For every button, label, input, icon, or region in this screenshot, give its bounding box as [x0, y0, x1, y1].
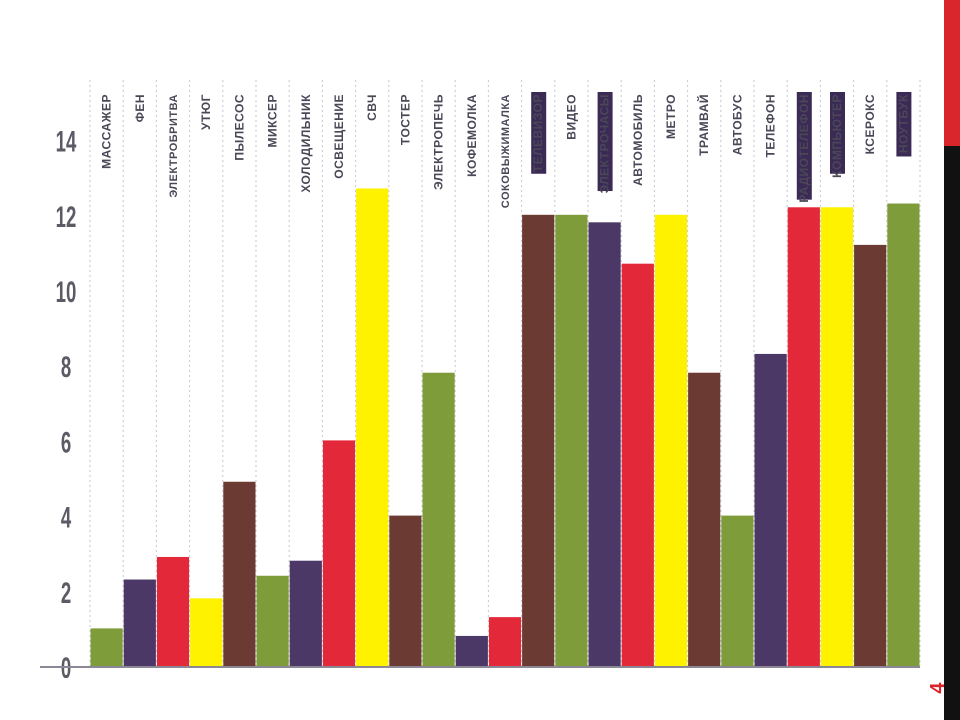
bar	[256, 575, 289, 666]
category-label-group: МЕТРО	[664, 94, 678, 139]
bar	[754, 353, 787, 666]
category-label: МИКСЕР	[266, 94, 280, 147]
bar	[356, 188, 389, 667]
category-label-group: СОКОВЫЖИМАЛКА	[500, 94, 512, 208]
category-label-group: ТРАМВАЙ	[696, 94, 711, 156]
bar	[190, 598, 223, 666]
category-label: КСЕРОКС	[863, 94, 877, 154]
category-label-group: ПЫЛЕСОС	[232, 94, 246, 161]
bar	[389, 515, 422, 666]
category-labels: МАССАЖЕР ФЕН ЭЛЕКТРОБРИТВА УТЮГ ПЫЛЕСОС МИКСЕ…	[100, 91, 912, 208]
category-label-group: МИКСЕР	[266, 94, 280, 147]
bar	[488, 617, 522, 666]
category-label-group: КСЕРОКС	[863, 94, 877, 154]
category-label-group: УТЮГ	[199, 94, 213, 130]
chart-panel: МАССАЖЕР ФЕН ЭЛЕКТРОБРИТВА УТЮГ ПЫЛЕСОС МИКСЕ…	[40, 58, 922, 678]
bar	[887, 203, 920, 666]
label-highlight-box	[896, 91, 912, 157]
category-label: ТРАМВАЙ	[696, 94, 711, 156]
bar	[522, 214, 555, 667]
category-label: МАССАЖЕР	[100, 94, 114, 169]
slide-accent-strip-black	[944, 146, 960, 720]
category-label-group: МАССАЖЕР	[100, 94, 114, 169]
label-highlight-box	[830, 92, 845, 174]
bar	[322, 440, 356, 666]
category-label: ЭЛЕКТРОБРИТВА	[168, 94, 180, 198]
bar	[90, 628, 123, 666]
category-label-group: ЭЛЕКТРОПЕЧЬ	[432, 94, 446, 190]
category-label: ТЕЛЕВИЗОР	[531, 94, 545, 172]
category-label-group: ХОЛОДИЛЬНИК	[299, 94, 313, 193]
category-label: МЕТРО	[664, 94, 678, 139]
category-label: АВТОБУС	[730, 94, 744, 155]
category-label: ФЕН	[133, 94, 147, 122]
bar	[289, 560, 322, 666]
bar	[688, 372, 721, 666]
category-label-group: ЭЛЕКТРОЧАСЫ	[597, 92, 613, 193]
category-label: СВЧ	[365, 94, 379, 121]
bar	[223, 481, 256, 666]
category-label-group: СВЧ	[365, 94, 379, 121]
category-label-group: НОУТБУК	[896, 91, 912, 157]
category-label: КОФЕМОЛКА	[465, 94, 479, 177]
y-tick-label: 14	[56, 125, 77, 159]
y-tick-label: 12	[56, 200, 77, 234]
slide-number: 4	[926, 682, 949, 694]
bar	[654, 214, 688, 667]
bar	[455, 635, 488, 666]
bar	[555, 214, 588, 667]
category-label-group: ТЕЛЕФОН	[764, 94, 778, 158]
y-tick-label: 4	[61, 501, 71, 535]
y-tick-label: 2	[61, 576, 71, 610]
bar	[588, 222, 621, 666]
category-label: НОУТБУК	[896, 94, 910, 153]
category-label: ХОЛОДИЛЬНИК	[299, 94, 313, 193]
slide-accent-strip-red	[944, 0, 960, 146]
bar	[787, 207, 820, 666]
category-label: АВТОМОБИЛЬ	[631, 94, 645, 186]
category-label-group: АВТОБУС	[730, 94, 744, 155]
category-label: ТОСТЕР	[398, 94, 412, 145]
category-label-group: КОМПЬЮТЕР	[830, 92, 845, 178]
category-label: КОМПЬЮТЕР	[830, 94, 844, 178]
category-label: ЭЛЕКТРОПЕЧЬ	[432, 94, 446, 190]
label-highlight-box	[597, 92, 613, 192]
bar	[422, 372, 455, 666]
category-label: ОСВЕЩЕНИЕ	[332, 94, 346, 179]
bar	[820, 207, 854, 666]
y-tick-label: 10	[56, 276, 77, 310]
category-label: ТЕЛЕФОН	[764, 94, 778, 158]
category-label-group: КОФЕМОЛКА	[465, 94, 479, 177]
category-label: РАДИОТЕЛЕФОН	[797, 94, 811, 203]
bar	[156, 556, 190, 666]
bar	[854, 244, 887, 666]
category-label: ВИДЕО	[564, 94, 578, 140]
category-label: СОКОВЫЖИМАЛКА	[500, 94, 512, 208]
category-label: ПЫЛЕСОС	[232, 94, 246, 161]
category-label-group: РАДИОТЕЛЕФОН	[796, 92, 812, 203]
category-label-group: ВИДЕО	[564, 94, 578, 140]
y-tick-label: 6	[61, 426, 71, 460]
y-tick-label: 8	[61, 351, 71, 385]
bar-chart: МАССАЖЕР ФЕН ЭЛЕКТРОБРИТВА УТЮГ ПЫЛЕСОС МИКСЕ…	[40, 80, 921, 678]
category-label: УТЮГ	[199, 94, 213, 130]
y-axis-ticks: 0 2 4 6 8 10 12 14	[56, 125, 77, 678]
category-label-group: ФЕН	[133, 94, 147, 122]
category-label: ЭЛЕКТРОЧАСЫ	[598, 94, 612, 193]
category-label-group: ОСВЕЩЕНИЕ	[332, 94, 346, 179]
label-highlight-box	[531, 92, 547, 174]
bar	[721, 515, 754, 666]
bar	[621, 263, 654, 666]
category-label-group: ТЕЛЕВИЗОР	[531, 92, 547, 174]
category-label-group: АВТОМОБИЛЬ	[631, 94, 645, 186]
bar	[123, 579, 156, 666]
label-highlight-box	[796, 92, 812, 200]
category-label-group: ЭЛЕКТРОБРИТВА	[168, 94, 180, 198]
bars	[90, 188, 920, 667]
category-label-group: ТОСТЕР	[398, 94, 412, 145]
y-tick-label: 0	[61, 652, 71, 678]
